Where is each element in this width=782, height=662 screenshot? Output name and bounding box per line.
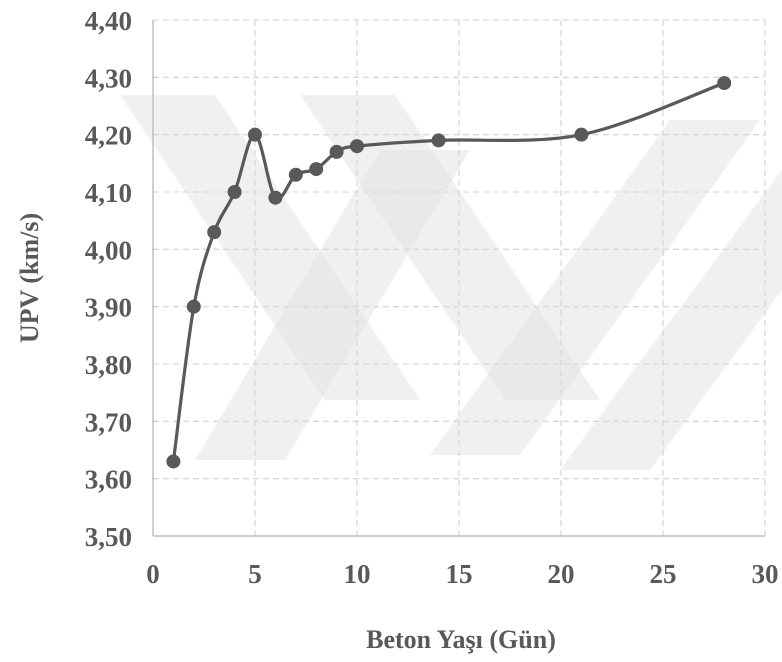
data-point bbox=[309, 162, 324, 177]
data-point bbox=[227, 185, 242, 199]
y-tick-label: 4,00 bbox=[85, 235, 132, 265]
y-axis-title: UPV (km/s) bbox=[15, 213, 44, 343]
watermark-band-4 bbox=[195, 150, 470, 460]
y-tick-label: 4,30 bbox=[85, 63, 132, 93]
chart-gridlines bbox=[153, 19, 766, 536]
x-tick-label: 25 bbox=[650, 559, 677, 589]
y-tick-label: 3,60 bbox=[85, 465, 132, 495]
data-point bbox=[431, 133, 446, 148]
y-tick-label: 3,90 bbox=[85, 293, 132, 323]
x-tick-label: 30 bbox=[752, 559, 779, 589]
y-tick-label: 4,20 bbox=[85, 121, 132, 151]
y-tick-label: 3,70 bbox=[85, 407, 132, 437]
y-tick-labels: 3,50 3,60 3,70 3,80 3,90 4,00 4,10 4,20 4,30 4,40 bbox=[85, 6, 132, 552]
watermark-band-2 bbox=[430, 120, 760, 455]
data-point bbox=[288, 167, 303, 182]
x-tick-label: 15 bbox=[446, 559, 473, 589]
y-tick-label: 3,50 bbox=[85, 522, 132, 552]
watermark-logo bbox=[120, 95, 782, 470]
x-tick-label: 20 bbox=[548, 559, 575, 589]
x-tick-label: 10 bbox=[344, 559, 371, 589]
y-tick-label: 4,10 bbox=[85, 178, 132, 208]
data-point bbox=[268, 190, 283, 205]
x-tick-labels: 0 5 10 15 20 25 30 bbox=[146, 559, 778, 589]
data-point bbox=[166, 454, 181, 469]
series-points bbox=[166, 76, 732, 469]
x-axis-title: Beton Yaşı (Gün) bbox=[366, 625, 556, 654]
x-tick-label: 0 bbox=[146, 559, 160, 589]
data-point bbox=[207, 225, 222, 240]
y-tick-label: 4,40 bbox=[85, 6, 132, 36]
data-point bbox=[717, 76, 732, 91]
x-tick-label: 5 bbox=[248, 559, 262, 589]
watermark-band-3 bbox=[560, 170, 782, 470]
data-point bbox=[574, 127, 589, 142]
data-point bbox=[248, 127, 262, 142]
data-point bbox=[186, 299, 201, 314]
data-point bbox=[350, 139, 364, 154]
chart-axes bbox=[152, 20, 765, 537]
data-point bbox=[329, 144, 344, 159]
y-tick-label: 3,80 bbox=[85, 350, 132, 380]
